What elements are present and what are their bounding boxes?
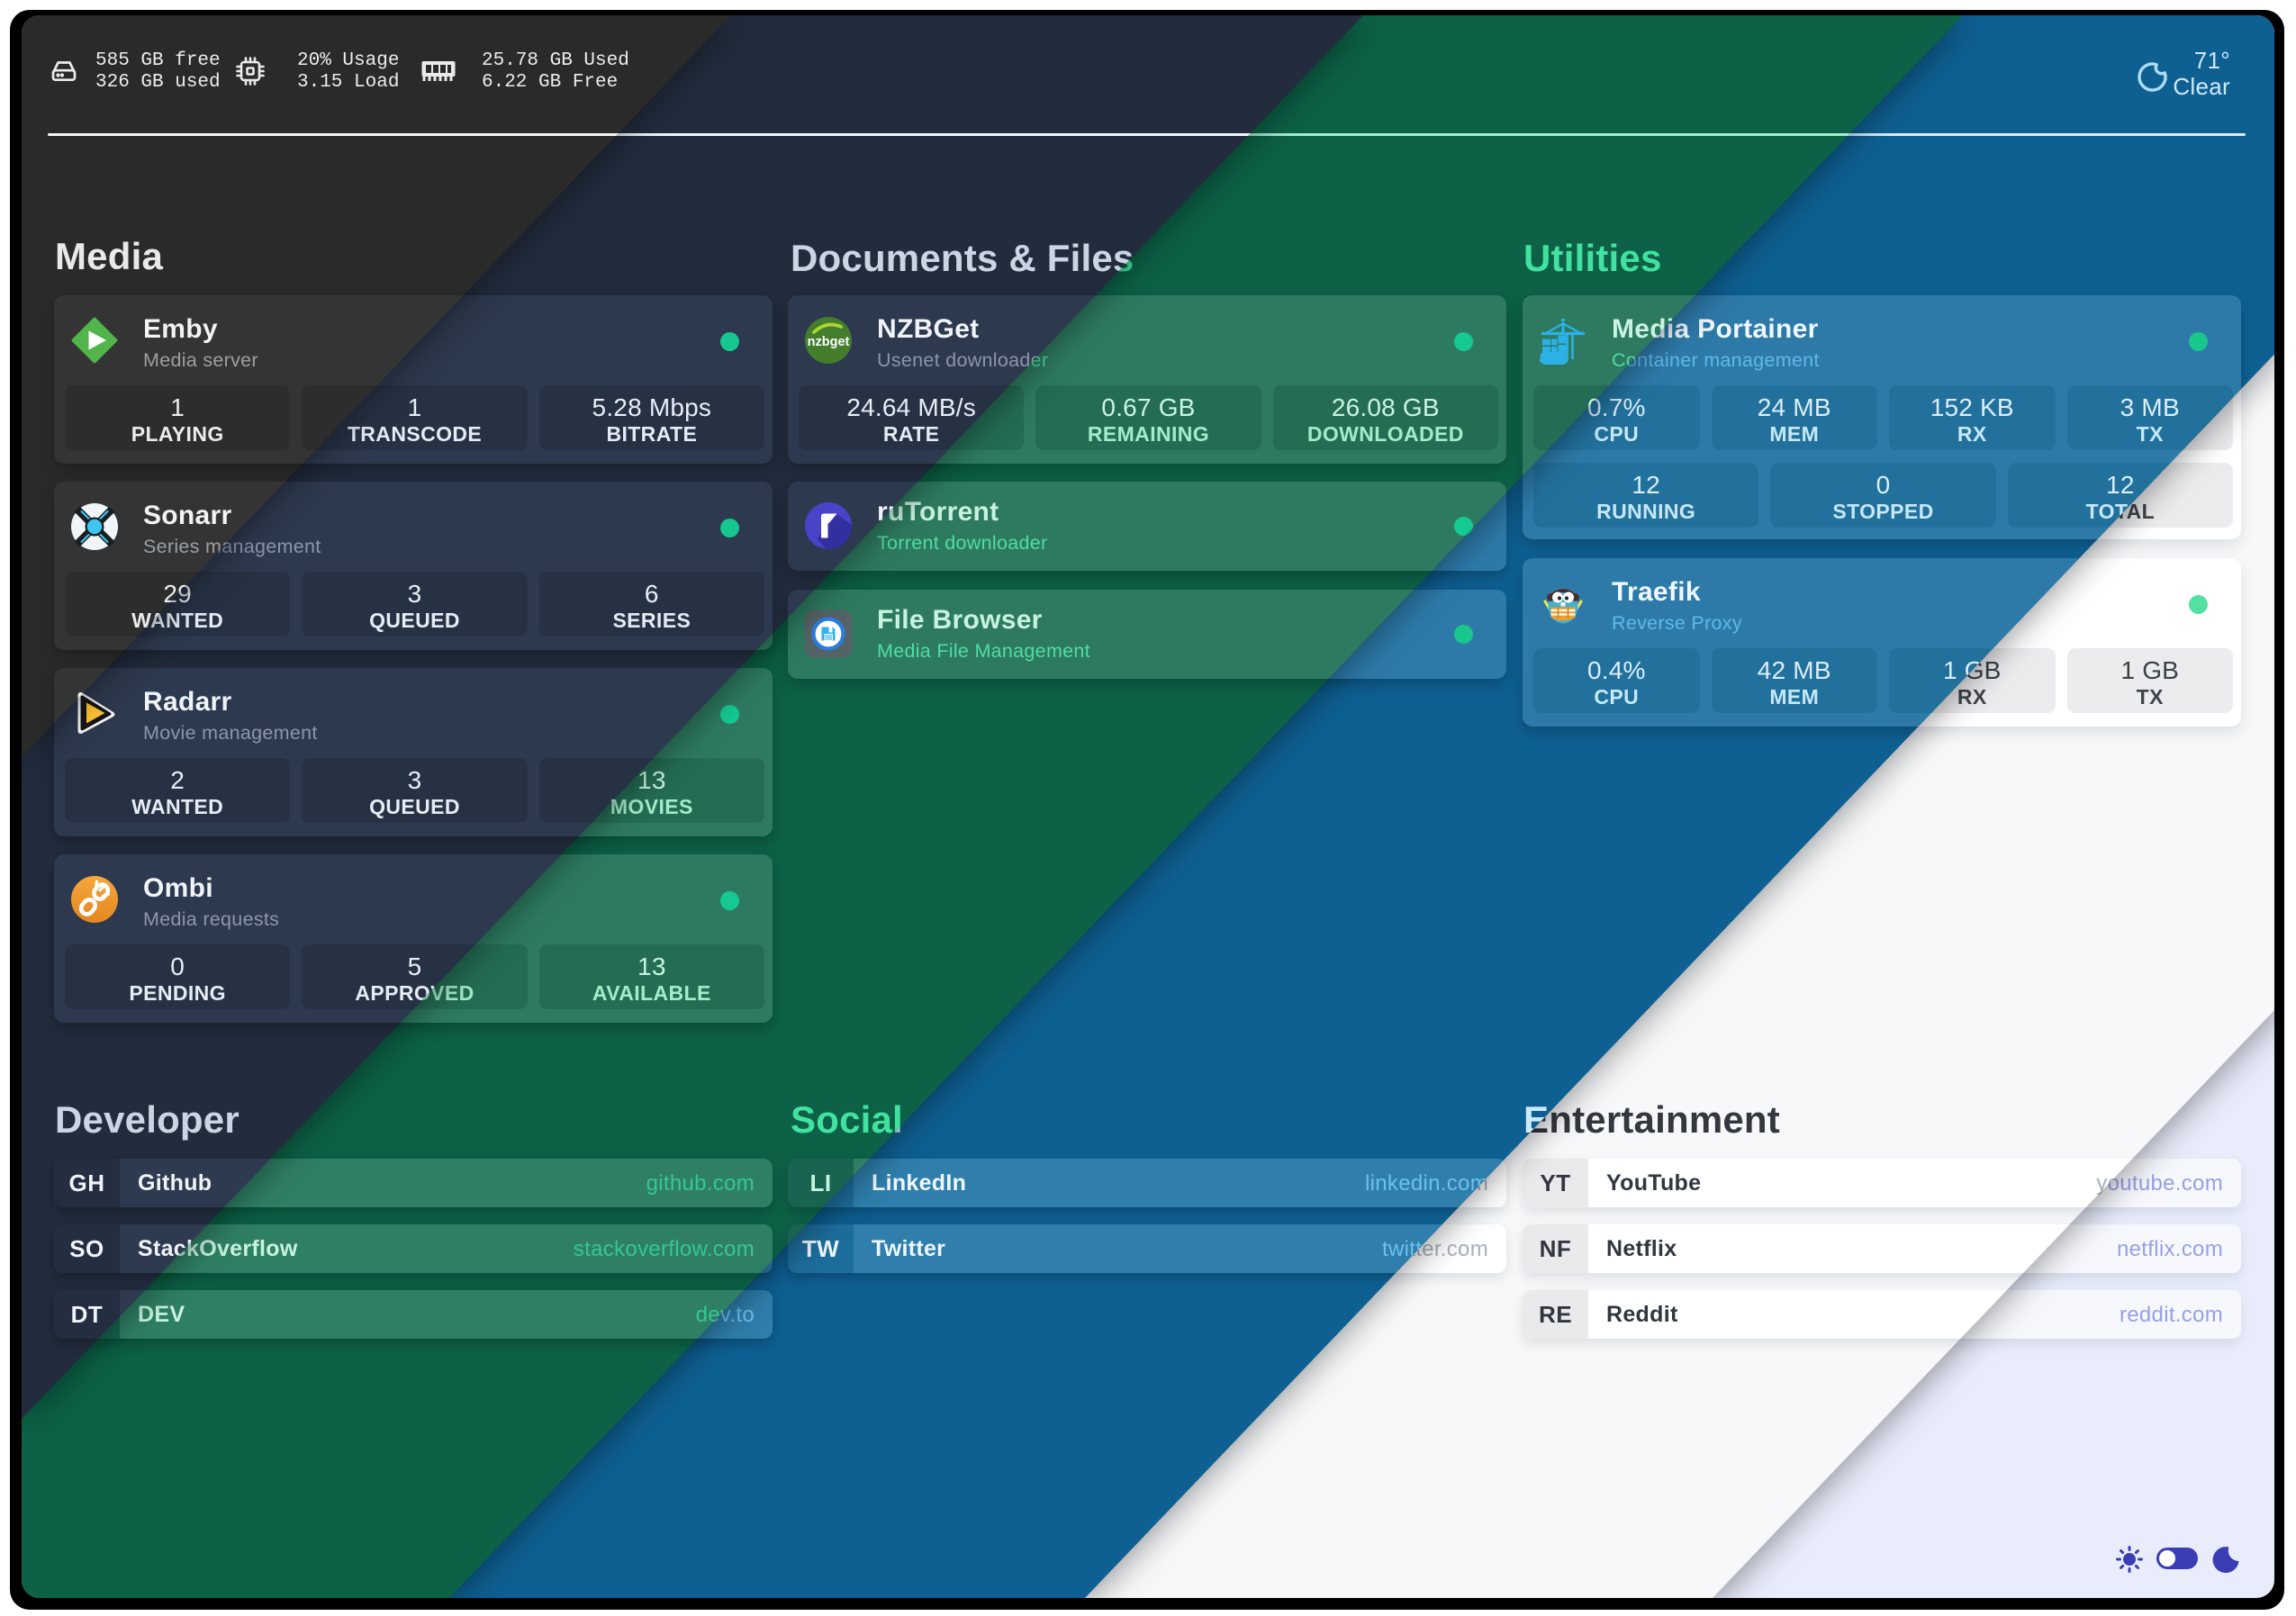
svg-text:nzbget: nzbget	[808, 335, 850, 349]
svg-text:nzbget: nzbget	[808, 335, 850, 349]
